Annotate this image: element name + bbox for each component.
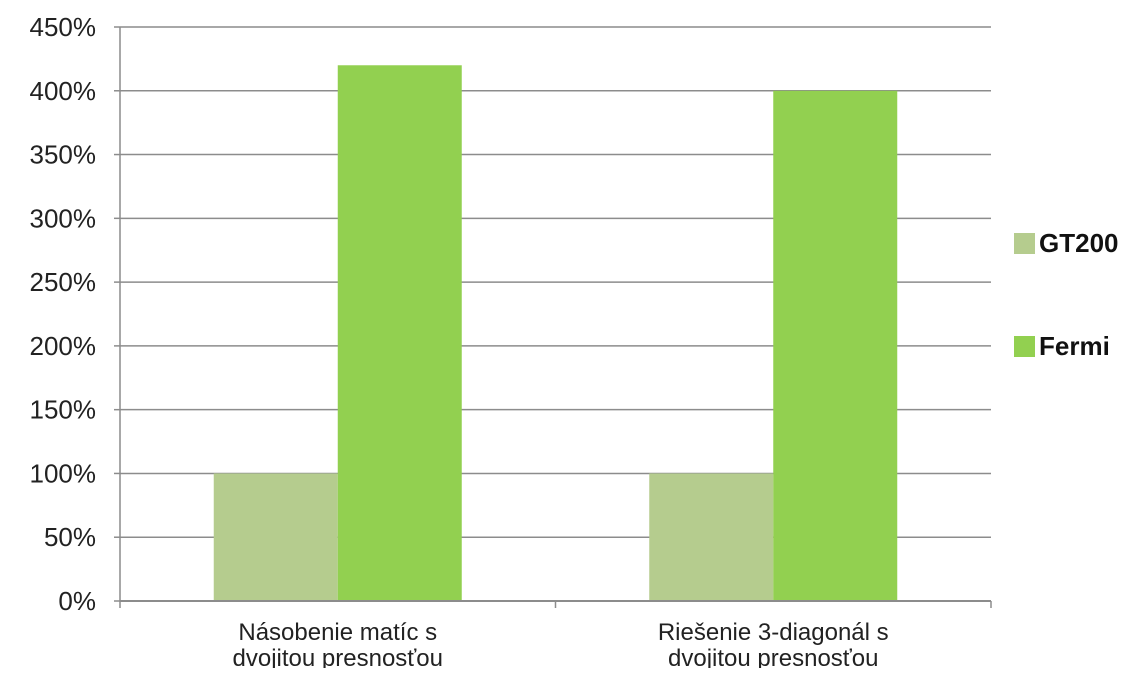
legend-swatch-gt200 <box>1014 233 1035 254</box>
y-tick-label: 150% <box>30 395 97 425</box>
bar-fermi-1 <box>337 65 462 602</box>
y-tick-label: 450% <box>30 12 97 42</box>
y-tick-label: 400% <box>30 76 97 106</box>
legend: GT200 Fermi <box>1014 228 1119 361</box>
bar-gt200-2 <box>649 473 774 601</box>
y-tick-label: 0% <box>58 586 96 616</box>
bars <box>213 65 898 602</box>
y-tick-label: 50% <box>44 522 96 552</box>
legend-label-fermi: Fermi <box>1039 331 1110 361</box>
legend-label-gt200: GT200 <box>1039 228 1119 258</box>
y-tick-label: 250% <box>30 267 97 297</box>
x-tick-label: Násobenie matíc s dvojitou presnosťou <box>233 619 443 668</box>
axes <box>114 26 992 608</box>
x-tick-label: Riešenie 3-diagonál s dvojitou presnosťou <box>658 619 889 668</box>
y-tick-label: 100% <box>30 458 97 488</box>
bar-gt200-1 <box>213 473 338 601</box>
bar-fermi-2 <box>773 90 898 602</box>
y-tick-label: 350% <box>30 140 97 170</box>
legend-swatch-fermi <box>1014 336 1035 357</box>
tick-labels: 0% 50% 100% 150% 200% 250% 300% 350% 400% 450% Nás… <box>30 12 889 672</box>
y-tick-label: 200% <box>30 331 97 361</box>
y-tick-label: 300% <box>30 203 97 233</box>
